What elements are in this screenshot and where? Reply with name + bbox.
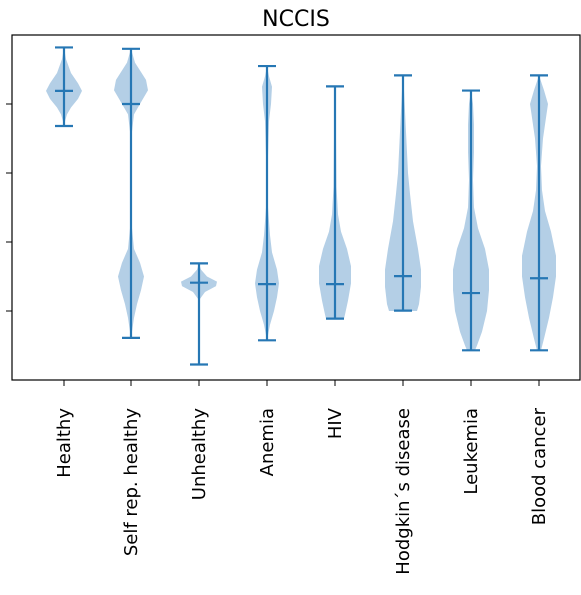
x-tick-label: Healthy — [54, 408, 75, 478]
x-tick-label: HIV — [325, 407, 346, 439]
chart-title: NCCIS — [262, 7, 330, 32]
x-tick-label: Leukemia — [461, 408, 482, 495]
violin-5 — [319, 85, 351, 320]
violin-7 — [453, 89, 489, 352]
violin-3 — [181, 262, 217, 366]
x-tick-label: Blood cancer — [529, 407, 550, 525]
label-layer: Healthy Self rep. healthy Unhealthy Anemia H… — [54, 407, 550, 574]
violin-4 — [255, 64, 279, 342]
violin-2 — [114, 47, 148, 340]
violin-layer — [46, 46, 556, 366]
violin-1 — [46, 46, 82, 128]
x-tick-label: Unhealthy — [189, 408, 210, 501]
x-tick-label: Self rep. healthy — [121, 408, 142, 556]
violin-8 — [522, 74, 556, 352]
x-tick-label: Anemia — [257, 408, 278, 476]
x-tick-label: Hodgkin´s disease — [393, 408, 414, 575]
violin-6 — [385, 74, 421, 312]
plot-frame — [11, 34, 581, 381]
